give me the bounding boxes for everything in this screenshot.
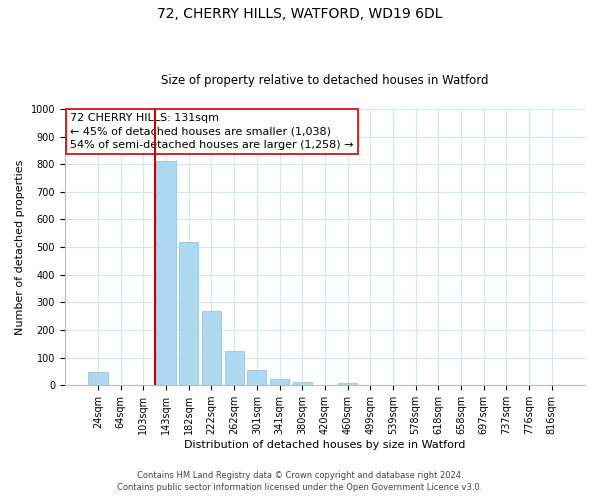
Bar xyxy=(338,383,357,385)
Bar xyxy=(202,310,221,385)
Bar xyxy=(157,162,176,385)
Bar xyxy=(179,242,199,385)
X-axis label: Distribution of detached houses by size in Watford: Distribution of detached houses by size … xyxy=(184,440,466,450)
Bar xyxy=(270,379,289,385)
Text: 72, CHERRY HILLS, WATFORD, WD19 6DL: 72, CHERRY HILLS, WATFORD, WD19 6DL xyxy=(157,8,443,22)
Bar xyxy=(224,350,244,385)
Text: 72 CHERRY HILLS: 131sqm
← 45% of detached houses are smaller (1,038)
54% of semi: 72 CHERRY HILLS: 131sqm ← 45% of detache… xyxy=(70,113,353,150)
Y-axis label: Number of detached properties: Number of detached properties xyxy=(15,160,25,335)
Text: Contains HM Land Registry data © Crown copyright and database right 2024.
Contai: Contains HM Land Registry data © Crown c… xyxy=(118,471,482,492)
Bar xyxy=(88,372,108,385)
Title: Size of property relative to detached houses in Watford: Size of property relative to detached ho… xyxy=(161,74,488,87)
Bar xyxy=(247,370,266,385)
Bar xyxy=(293,382,312,385)
